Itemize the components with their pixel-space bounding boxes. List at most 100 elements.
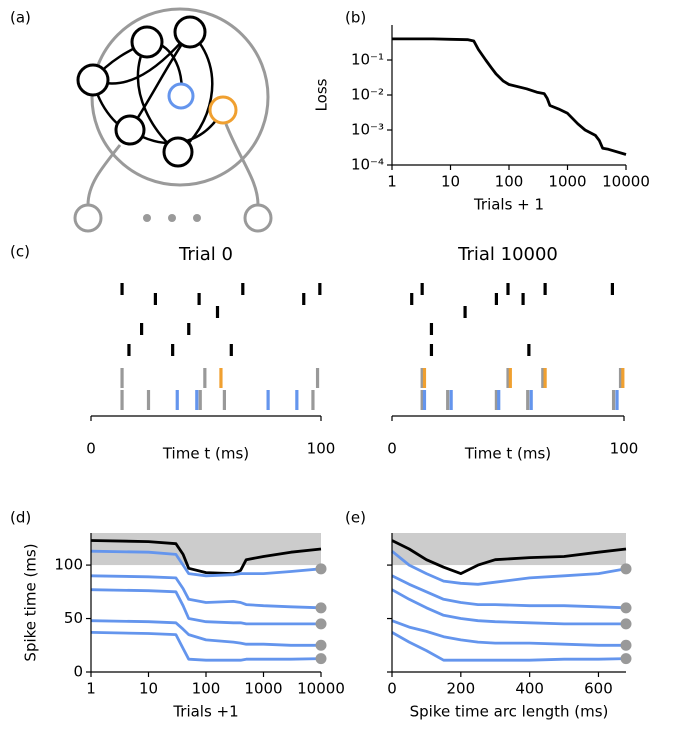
spike — [618, 368, 623, 388]
output-neuron — [208, 95, 238, 125]
spike — [222, 390, 226, 410]
spike — [506, 368, 510, 388]
y-axis-label: Loss — [313, 78, 331, 111]
spike — [420, 283, 424, 295]
spike — [446, 390, 450, 410]
x-axis-label: Spike time arc length (ms) — [410, 703, 609, 721]
line — [391, 574, 627, 610]
spike — [229, 344, 233, 356]
spike — [527, 344, 531, 356]
spike — [219, 368, 223, 388]
panel-label: (e) — [345, 509, 366, 527]
x-axis-label: Time t (ms) — [162, 445, 249, 463]
line — [90, 588, 321, 626]
spike — [420, 368, 424, 388]
target-marker — [315, 563, 327, 575]
spike — [241, 283, 245, 295]
line — [90, 549, 322, 578]
x-tick-label: 1 — [387, 173, 397, 191]
spike — [541, 368, 545, 388]
axes — [391, 25, 626, 166]
y-tick-label: 10⁻¹ — [351, 51, 384, 69]
y-tick-label: 0 — [73, 663, 83, 681]
target-marker — [620, 653, 632, 665]
x-axis-label: Trials +1 — [172, 703, 238, 721]
x-tick-label: 400 — [515, 680, 544, 698]
spike — [543, 368, 547, 388]
x-tick-label: 100 — [495, 173, 524, 191]
x-tick-label: 10000 — [297, 680, 345, 698]
spike — [120, 368, 124, 388]
target-band — [91, 533, 321, 566]
x-tick-label: 0 — [387, 680, 397, 698]
x-tick-label: 0 — [387, 440, 397, 458]
line — [90, 631, 322, 662]
x-axis-label: Time t (ms) — [464, 445, 551, 463]
leads — [86, 123, 260, 206]
spike — [543, 283, 547, 295]
spike — [187, 323, 191, 335]
spike — [198, 390, 202, 410]
spike — [146, 390, 151, 410]
target-marker — [315, 653, 327, 665]
y-tick-label: 100 — [54, 556, 83, 574]
spike — [302, 293, 306, 305]
spike — [140, 323, 144, 335]
spike — [315, 368, 320, 388]
spike — [420, 390, 424, 410]
x-tick-label: 100 — [192, 680, 221, 698]
spike — [215, 306, 220, 318]
line — [391, 588, 626, 626]
y-tick-label: 50 — [64, 609, 83, 627]
target-marker — [315, 602, 327, 614]
line — [391, 631, 627, 662]
spike — [497, 390, 501, 410]
line — [90, 574, 322, 610]
x-tick-label: 0 — [86, 440, 96, 458]
spike — [621, 368, 625, 388]
spike — [615, 390, 619, 410]
target-marker — [315, 618, 327, 630]
x-tick-label: 200 — [447, 680, 476, 698]
spike — [429, 344, 434, 356]
spike — [506, 283, 510, 295]
x-tick-label: 100 — [307, 440, 336, 458]
spike — [175, 390, 179, 410]
x-tick-label: 10 — [441, 173, 460, 191]
x-tick-label: 1000 — [244, 680, 282, 698]
hidden-neuron — [167, 82, 195, 110]
line — [391, 619, 626, 647]
line — [90, 619, 321, 647]
line — [391, 539, 627, 575]
spike — [120, 283, 124, 295]
x-axis-label: Trials + 1 — [473, 196, 544, 214]
x-tick-label: 1 — [86, 680, 96, 698]
spike — [153, 293, 157, 305]
y-tick-label: 10⁻⁴ — [351, 156, 384, 174]
target-marker — [620, 639, 632, 651]
spike — [318, 283, 322, 295]
spike — [610, 283, 614, 295]
spike — [529, 390, 533, 410]
panel-label: (c) — [10, 243, 30, 261]
x-tick-label: 10000 — [602, 173, 650, 191]
panel-label: (b) — [345, 9, 366, 27]
target-marker — [620, 618, 632, 630]
x-tick-label: 1000 — [548, 173, 586, 191]
spike — [171, 344, 175, 356]
spike — [611, 390, 616, 410]
spike — [449, 390, 453, 410]
raster-title: Trial 0 — [178, 244, 233, 265]
x-tick-label: 100 — [610, 440, 639, 458]
spike — [266, 390, 270, 410]
x-tick-label: 10 — [139, 680, 158, 698]
spike — [429, 323, 434, 335]
target-marker — [620, 602, 632, 614]
spike — [311, 390, 315, 410]
spike — [494, 390, 498, 410]
spike — [494, 293, 498, 305]
panel-label: (d) — [10, 509, 31, 527]
spike — [197, 293, 201, 305]
spike — [295, 390, 299, 410]
